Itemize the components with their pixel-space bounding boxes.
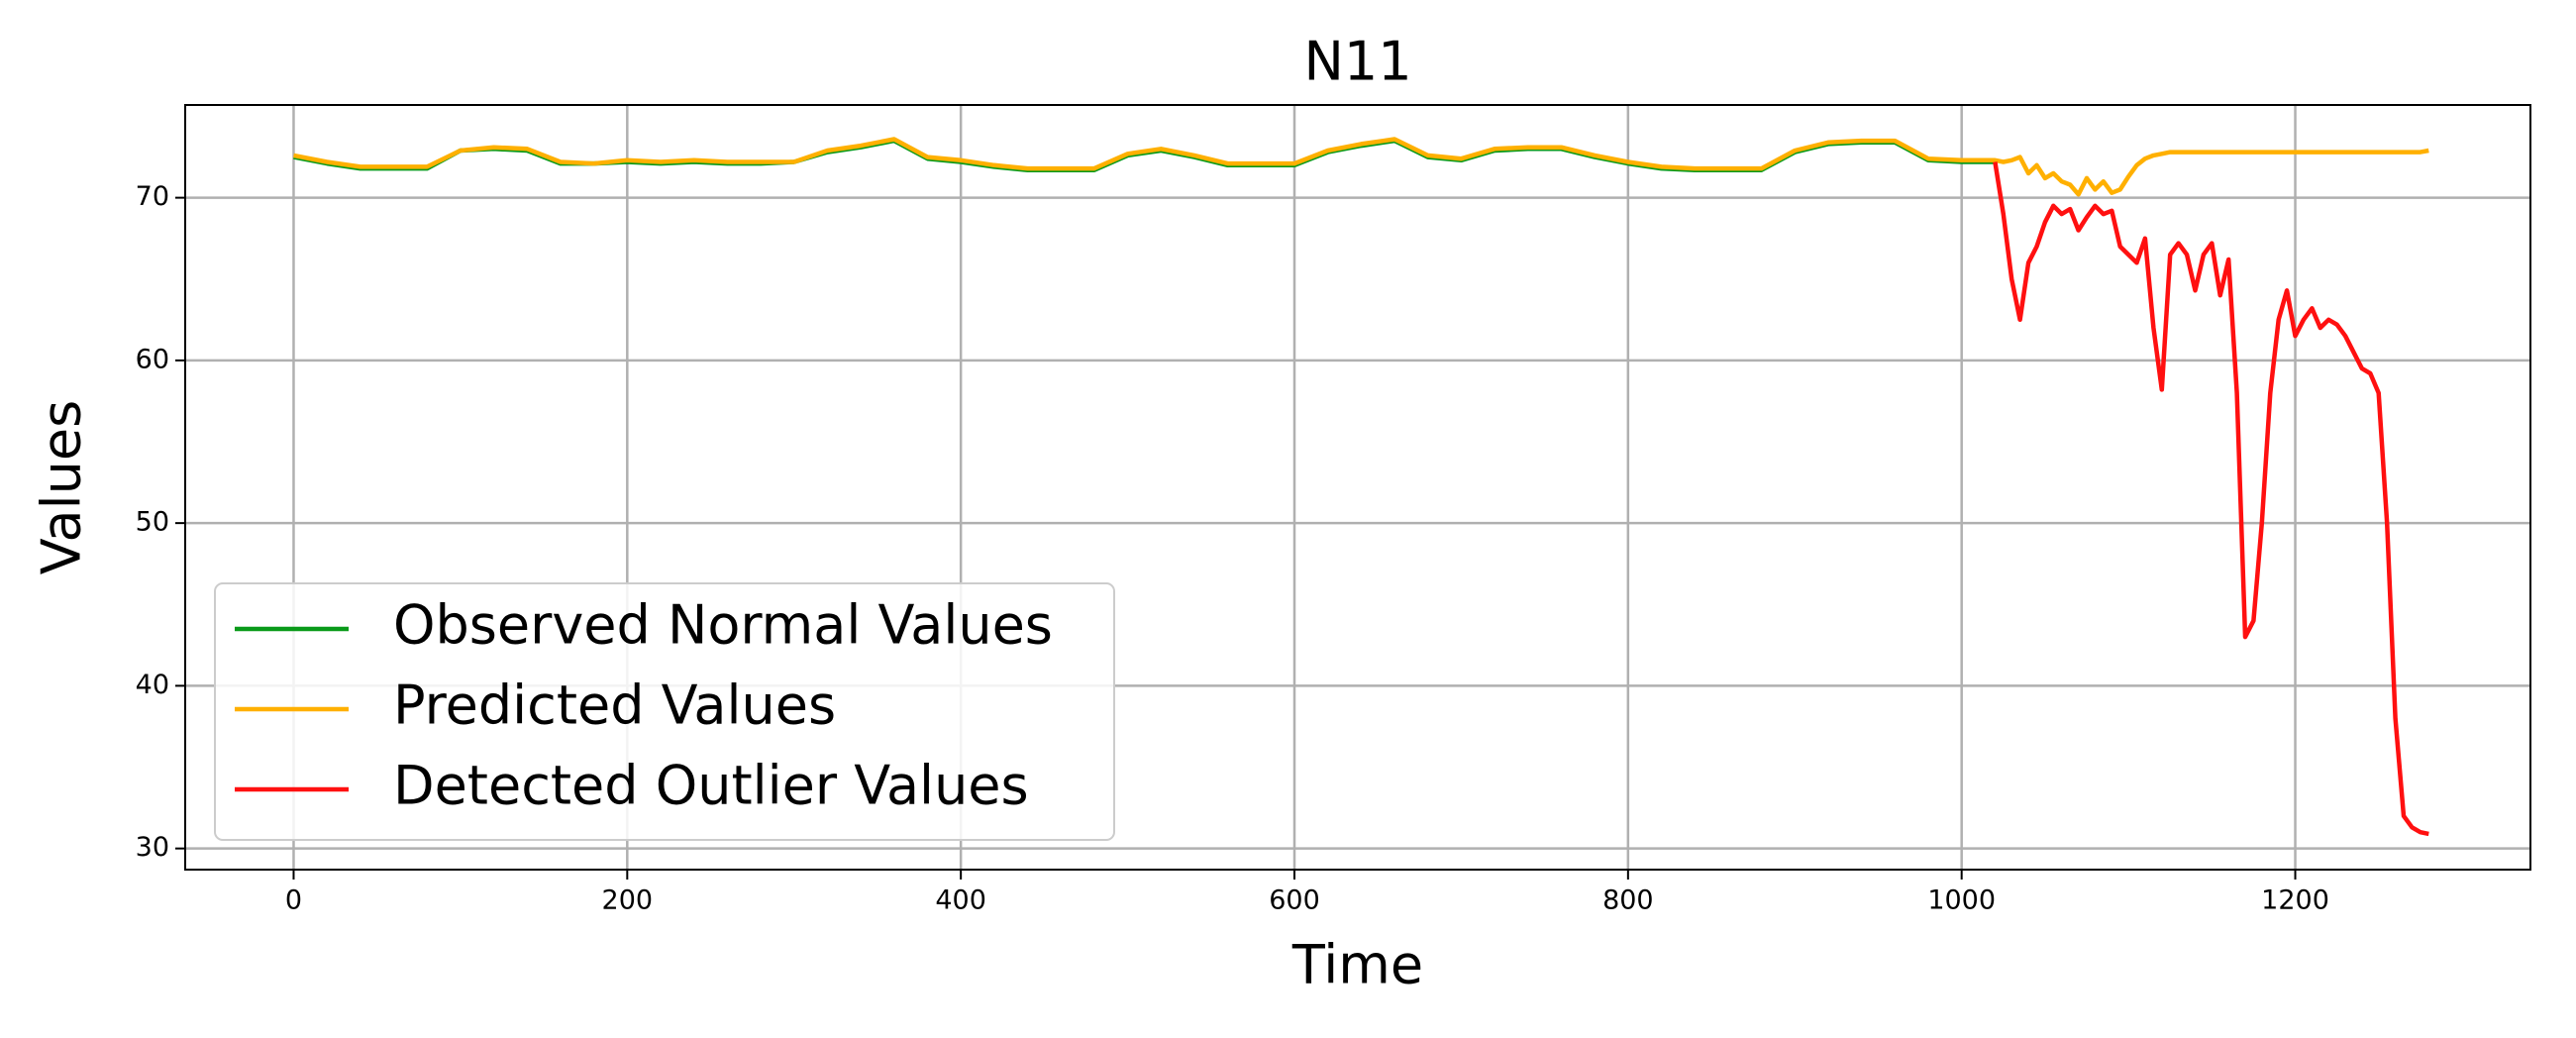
legend: Observed Normal Values Predicted Values De…	[214, 582, 1115, 841]
x-tick-label: 1000	[1927, 885, 1996, 916]
plot-frame	[184, 104, 2531, 871]
y-tick-label: 40	[136, 670, 169, 700]
legend-label: Predicted Values	[393, 675, 836, 737]
legend-box	[214, 582, 1115, 841]
x-tick-label: 800	[1602, 885, 1654, 916]
y-tick-label: 70	[136, 181, 169, 212]
y-tick-label: 50	[136, 507, 169, 538]
y-tick-label: 60	[136, 344, 169, 374]
x-axis-label: Time	[1291, 934, 1423, 996]
legend-label: Detected Outlier Values	[393, 755, 1029, 817]
series-line	[1993, 161, 2429, 837]
x-tick-label: 400	[935, 885, 986, 916]
x-tick-label: 1200	[2261, 885, 2329, 916]
y-axis-label: Values	[31, 400, 93, 574]
legend-label: Observed Normal Values	[393, 594, 1053, 657]
x-tick-label: 0	[285, 885, 302, 916]
x-tick-label: 200	[602, 885, 654, 916]
y-tick-label: 30	[136, 832, 169, 863]
chart-title: N11	[1303, 31, 1411, 93]
series-line	[293, 137, 2429, 197]
x-tick-label: 600	[1269, 885, 1320, 916]
